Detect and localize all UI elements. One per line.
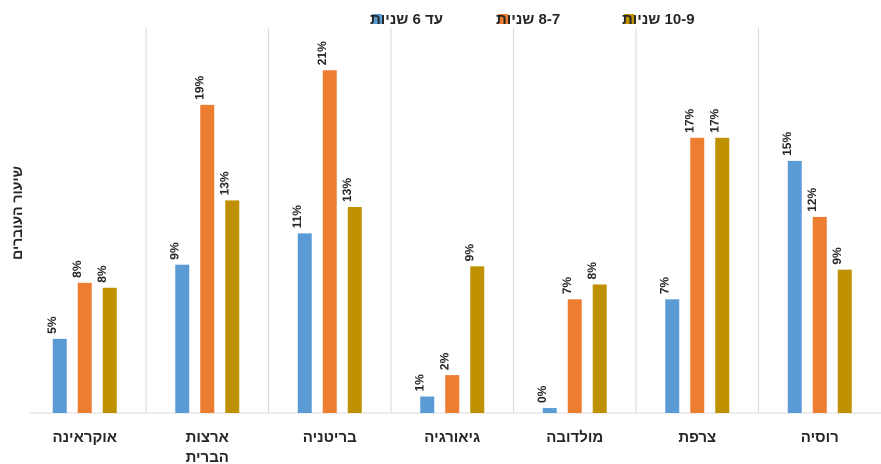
bars: [52, 70, 852, 414]
y-axis-label: שיעור העוברים: [9, 166, 25, 260]
data-label: 2%: [437, 352, 451, 370]
category-label: צרפת: [678, 429, 716, 446]
category-label: בריטניה: [303, 429, 357, 446]
bar: [812, 216, 827, 413]
bar: [592, 284, 607, 413]
bar: [225, 200, 240, 413]
bar: [542, 408, 557, 413]
data-label: 7%: [560, 277, 574, 295]
data-label: 13%: [217, 171, 231, 195]
category-label: רוסיה: [801, 429, 839, 446]
category-label: ארצות הברית: [186, 429, 229, 464]
bar: [715, 137, 730, 413]
legend-swatch: [372, 14, 382, 24]
bar: [837, 269, 852, 413]
data-label: 9%: [167, 242, 181, 260]
legend-item-label: עד 6 שניות: [370, 11, 443, 28]
category-separators: [30, 28, 881, 414]
data-label: 5%: [45, 316, 59, 334]
bar: [77, 282, 92, 413]
bar: [665, 299, 680, 413]
data-label: 9%: [830, 247, 844, 265]
data-label: 12%: [805, 188, 819, 212]
data-label: 7%: [657, 277, 671, 295]
legend-swatch: [498, 14, 508, 24]
category-label: גיאורגיה: [424, 429, 480, 446]
data-label: 8%: [70, 260, 84, 278]
data-label: 17%: [682, 108, 696, 132]
data-label: 15%: [780, 132, 794, 156]
bar: [445, 375, 460, 413]
bar: [175, 264, 190, 413]
bar: [470, 266, 485, 413]
data-label: 8%: [95, 265, 109, 283]
bar: [420, 396, 435, 413]
bar: [297, 233, 312, 413]
x-axis-tick-labels: רוסיה צרפת מולדובה גיאורגיה בריטניה ארצות הברי…: [52, 429, 838, 464]
legend-swatch: [624, 14, 634, 24]
data-label: 1%: [412, 374, 426, 392]
data-label: 0%: [535, 385, 549, 403]
bar: [567, 299, 582, 413]
bar: [787, 160, 802, 413]
bar: [690, 137, 705, 413]
category-label: מולדובה: [546, 429, 603, 446]
data-label: 11%: [290, 205, 304, 229]
bar: [200, 104, 215, 414]
legend: עד 6 שניות 8-7 שניות 10-9 שניות: [370, 11, 695, 28]
legend-item-label: 10-9 שניות: [622, 11, 695, 28]
data-label: 8%: [585, 262, 599, 280]
legend-item-label: 8-7 שניות: [496, 11, 560, 28]
bar: [322, 70, 337, 414]
bar: [347, 207, 362, 413]
bar: [52, 338, 67, 413]
data-label: 21%: [315, 41, 329, 65]
category-label: אוקראינה: [52, 429, 117, 446]
data-label: 19%: [192, 76, 206, 100]
data-labels: 15% 12% 9% 7% 17% 17% 0% 7% 8% 1% 2% 9% 11% 21% 13% 9% 1…: [45, 41, 844, 403]
data-label: 17%: [707, 108, 721, 132]
data-label: 9%: [462, 244, 476, 262]
bar: [102, 287, 117, 413]
data-label: 13%: [340, 178, 354, 202]
